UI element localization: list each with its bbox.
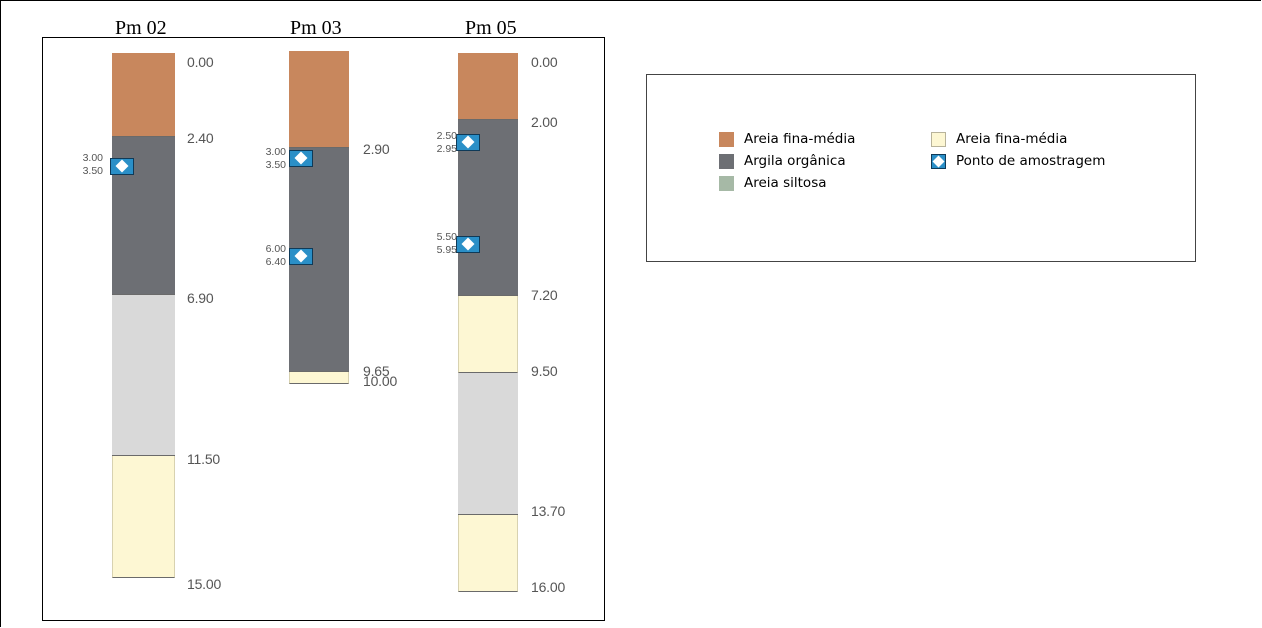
legend-label: Areia fina-média (956, 131, 1068, 147)
soil-layer-areia-fina-media-brown (289, 51, 349, 148)
sample-depth-to: 2.95 (436, 143, 457, 155)
depth-label: 16.00 (531, 579, 566, 595)
soil-layer-areia-fina-media-yellow (112, 455, 175, 578)
depth-label: 9.65 (363, 363, 390, 379)
legend-item: Areia siltosa (719, 175, 827, 191)
legend-box: Areia fina-média Argila orgânica Areia s… (646, 74, 1196, 262)
legend-item: Ponto de amostragem (931, 153, 1105, 169)
depth-label: 0.00 (531, 54, 558, 70)
legend-label: Areia siltosa (744, 175, 827, 191)
sample-depth-from: 3.00 (82, 152, 103, 164)
sample-point-icon (931, 153, 946, 169)
soil-profiles-panel (42, 37, 605, 621)
sample-depth-from: 5.50 (436, 231, 457, 243)
profile-title-pm02: Pm 02 (115, 17, 167, 39)
sample-point-icon (289, 248, 313, 265)
sample-depth-to: 3.50 (82, 165, 103, 177)
sample-point-icon (456, 134, 480, 151)
depth-label: 7.20 (531, 287, 558, 303)
depth-label: 2.90 (363, 141, 390, 157)
depth-label: 9.50 (531, 363, 558, 379)
sample-point-icon (289, 150, 313, 167)
depth-label: 6.90 (187, 290, 214, 306)
depth-label: 13.70 (531, 503, 566, 519)
profile-title-pm05: Pm 05 (465, 17, 517, 39)
sample-depth-from: 2.50 (436, 130, 457, 142)
sample-depth-to: 6.40 (265, 256, 286, 268)
legend-item: Areia fina-média (931, 131, 1067, 147)
depth-label: 2.00 (531, 114, 558, 130)
depth-label: 15.00 (187, 576, 222, 592)
soil-layer-areia-fina-media-yellow (458, 295, 518, 374)
sample-depth-from: 3.00 (265, 146, 286, 158)
sample-depth-from: 6.00 (265, 243, 286, 255)
soil-layer-areia-fina-media-brown (458, 53, 518, 121)
soil-layer-areia-fina-media-yellow (458, 514, 518, 593)
depth-label: 10.00 (363, 373, 398, 389)
legend-swatch-areia-fina-media-brown (719, 131, 734, 147)
soil-layer-areia-siltosa (458, 373, 518, 515)
soil-layer-areia-fina-media-yellow (289, 372, 349, 384)
depth-label: 2.40 (187, 130, 214, 146)
legend-swatch-areia-siltosa (719, 175, 734, 191)
legend-item: Areia fina-média (719, 131, 855, 147)
legend-label: Argila orgânica (744, 153, 846, 169)
legend-label: Ponto de amostragem (956, 153, 1106, 169)
depth-label: 11.50 (187, 451, 220, 467)
soil-layer-areia-fina-media-brown (112, 53, 175, 137)
sample-point-icon (110, 158, 134, 175)
legend-item: Argila orgânica (719, 153, 846, 169)
sample-point-icon (456, 236, 480, 253)
sample-depth-to: 3.50 (265, 159, 286, 171)
sample-depth-to: 5.95 (436, 244, 457, 256)
legend-label: Areia fina-média (744, 131, 856, 147)
profile-title-pm03: Pm 03 (290, 17, 342, 39)
soil-layer-areia-siltosa (112, 294, 175, 456)
depth-label: 0.00 (187, 54, 214, 70)
legend-swatch-areia-fina-media-yellow (931, 131, 946, 147)
legend-swatch-argila-organica (719, 153, 734, 169)
